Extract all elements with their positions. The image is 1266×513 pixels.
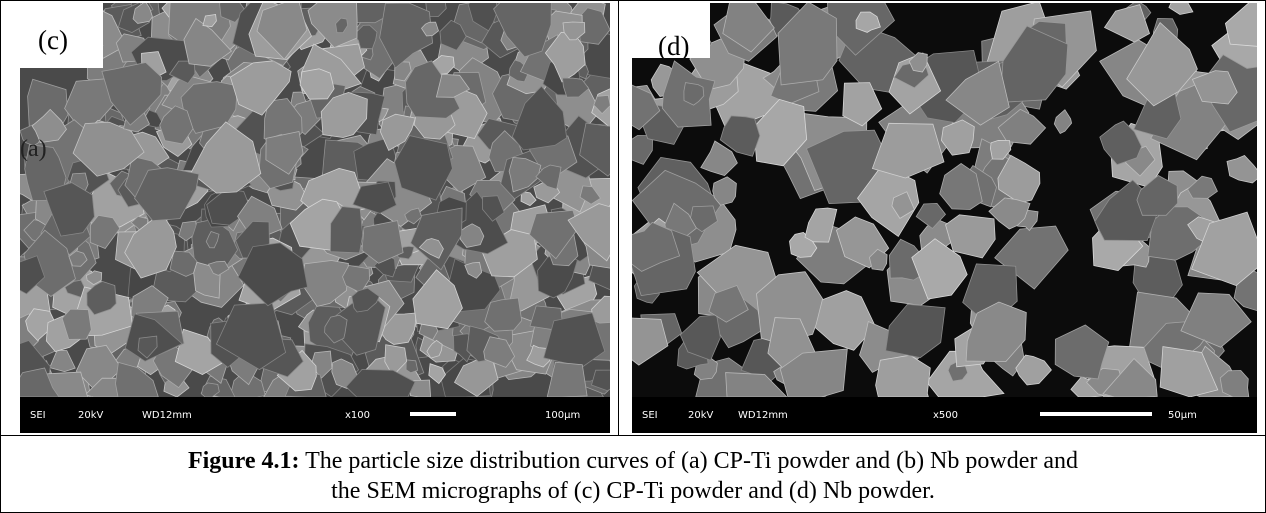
detector: SEI	[30, 410, 46, 421]
magnification: x500	[933, 410, 958, 421]
panel-label: (c)	[38, 25, 68, 56]
particle	[1220, 371, 1249, 398]
particle	[406, 360, 418, 373]
caption-text: The particle size distribution curves of…	[305, 448, 1078, 504]
divider	[0, 435, 1266, 436]
voltage: 20kV	[78, 410, 104, 421]
panel-label-box: (c)	[20, 3, 103, 68]
scale: 50μm	[1168, 410, 1197, 421]
info-bar: SEI 20kV WD12mm x100 100μm	[20, 397, 610, 433]
magnification: x100	[345, 410, 370, 421]
info-bar: SEI 20kV WD12mm x500 50μm	[632, 397, 1257, 433]
divider	[618, 0, 619, 435]
working-distance: WD12mm	[738, 410, 788, 421]
page: {"panels": [ {"label": "(c)", "overlay_l…	[0, 0, 1266, 513]
scale-bar	[1040, 412, 1152, 416]
scale-bar	[410, 412, 456, 416]
caption: Figure 4.1: The particle size distributi…	[183, 446, 1083, 506]
sem-micrograph: SEI 20kV WD12mm x100 100μm	[20, 3, 610, 433]
working-distance: WD12mm	[142, 410, 192, 421]
scale: 100μm	[545, 410, 580, 421]
panel-label-box: (d)	[632, 3, 710, 58]
voltage: 20kV	[688, 410, 714, 421]
overlay-label: (a)	[20, 136, 47, 163]
caption-label: Figure 4.1:	[188, 448, 300, 474]
panel-label: (d)	[658, 31, 689, 58]
info-bar-background	[20, 397, 610, 433]
sem-micrograph: SEI 20kV WD12mm x500 50μm	[632, 3, 1257, 433]
particle	[485, 298, 522, 331]
detector: SEI	[642, 410, 658, 421]
